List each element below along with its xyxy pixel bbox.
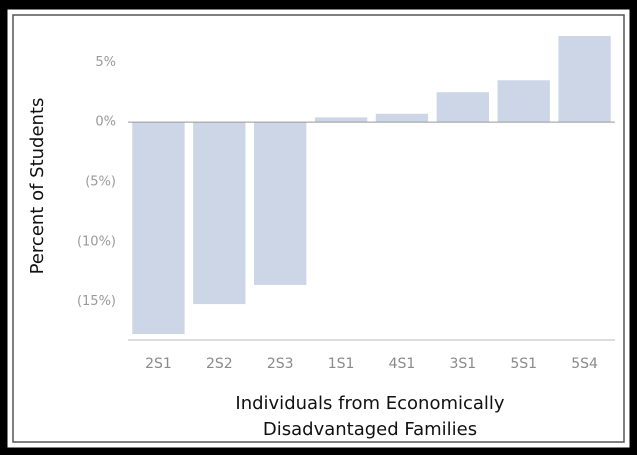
y-tick-label: 0% bbox=[95, 115, 116, 130]
x-tick-label: 5S4 bbox=[571, 356, 598, 372]
bar bbox=[558, 35, 611, 123]
x-axis-title: Disadvantaged Families bbox=[263, 419, 477, 440]
y-tick-label: (10%) bbox=[77, 234, 116, 249]
y-axis-title: Percent of Students bbox=[27, 98, 48, 275]
bar bbox=[497, 80, 550, 123]
bar bbox=[314, 117, 368, 123]
x-tick-label: 2S3 bbox=[267, 356, 294, 372]
x-tick-label: 2S2 bbox=[206, 356, 233, 372]
x-tick-label: 4S1 bbox=[389, 356, 416, 372]
y-tick-label: (5%) bbox=[85, 175, 116, 190]
x-tick-label: 1S1 bbox=[328, 356, 355, 372]
y-tick-label: 5% bbox=[95, 55, 116, 70]
bar bbox=[254, 122, 307, 285]
bar bbox=[375, 113, 429, 123]
x-tick-label: 3S1 bbox=[449, 356, 476, 372]
bar bbox=[193, 122, 246, 305]
inner-frame bbox=[12, 14, 625, 443]
x-tick-label: 5S1 bbox=[510, 356, 537, 372]
y-tick-label: (15%) bbox=[77, 294, 116, 309]
x-axis-title: Individuals from Economically bbox=[235, 393, 505, 414]
x-tick-label: 2S1 bbox=[145, 356, 172, 372]
bar bbox=[132, 122, 185, 335]
bar bbox=[436, 92, 489, 123]
